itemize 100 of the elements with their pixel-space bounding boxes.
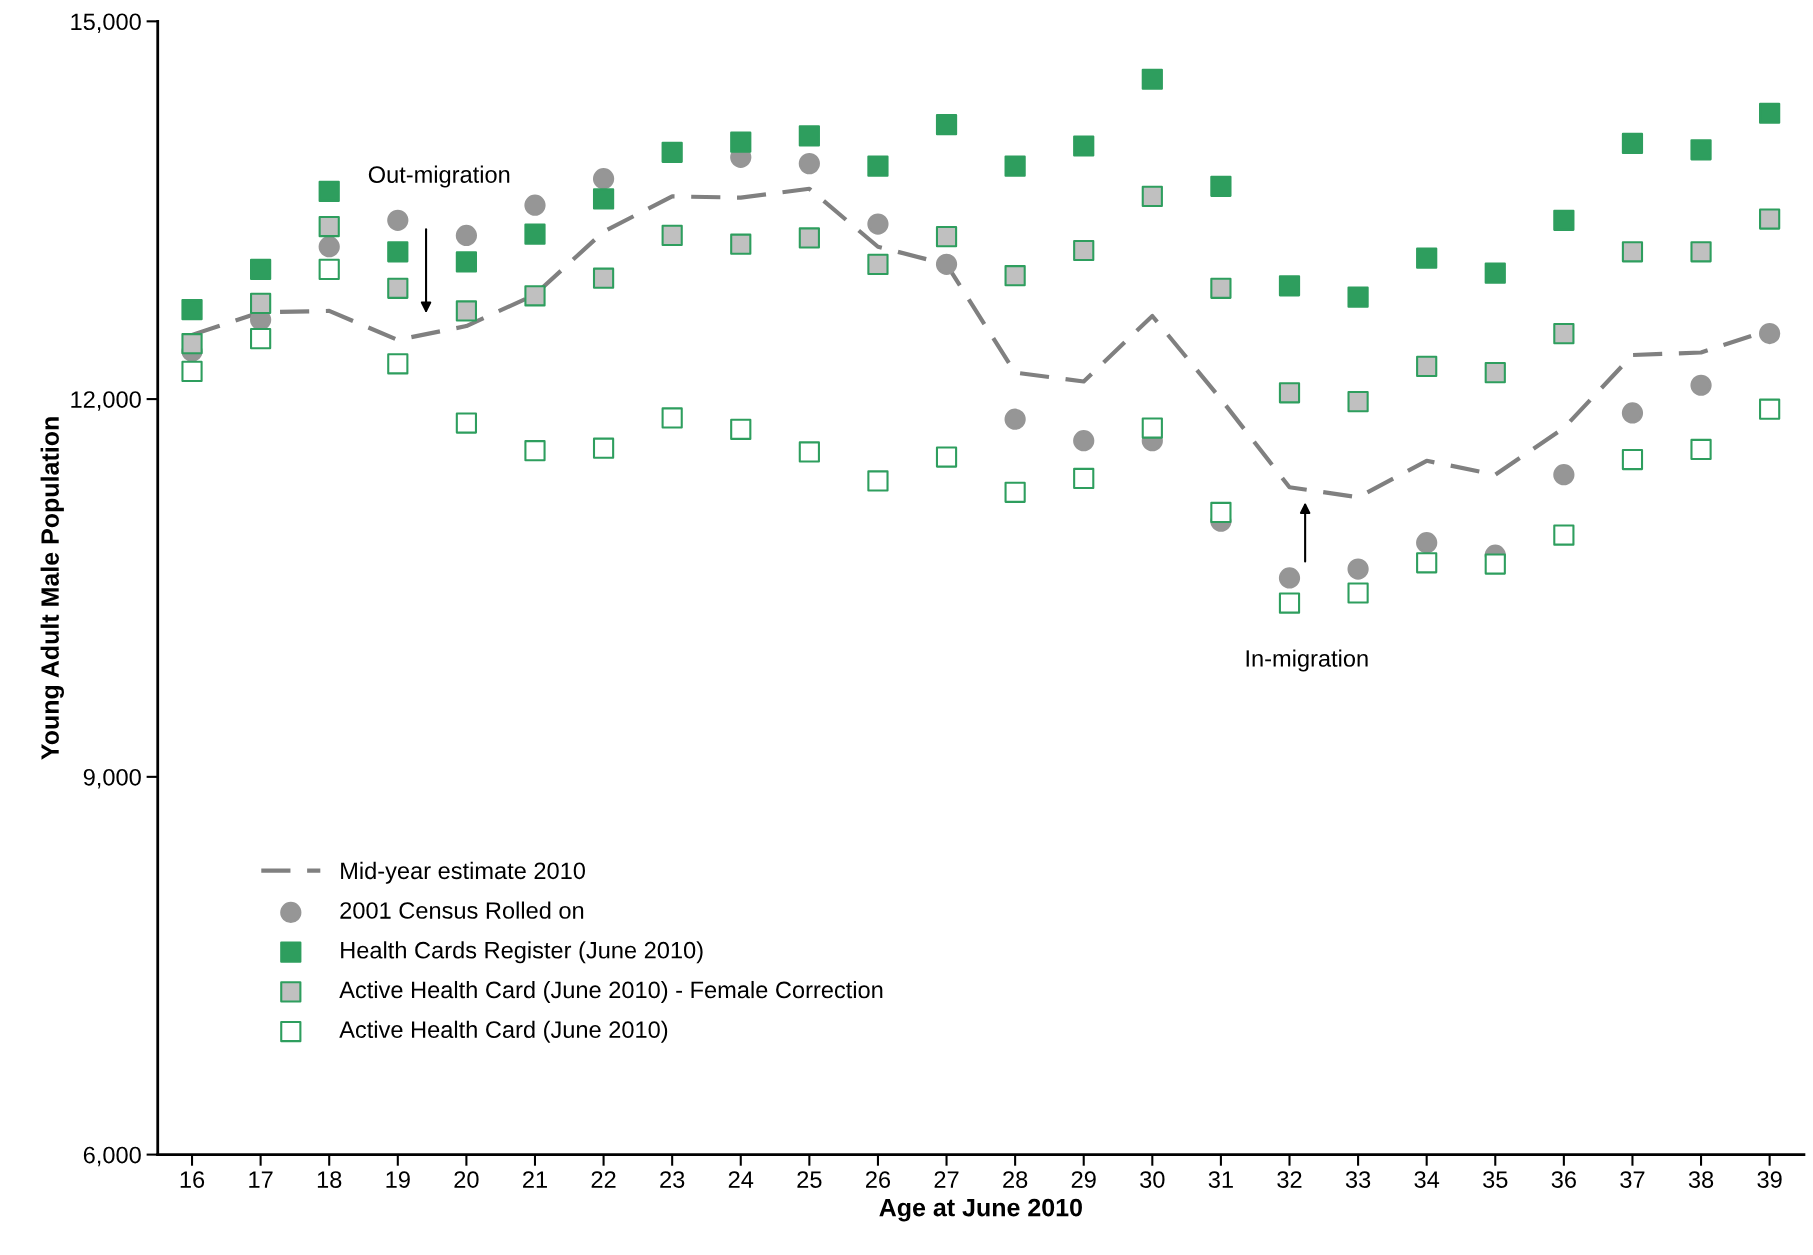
point bbox=[1621, 448, 1644, 471]
point bbox=[798, 441, 820, 463]
point bbox=[798, 153, 820, 175]
point bbox=[867, 253, 889, 275]
point bbox=[1759, 398, 1781, 420]
point bbox=[1347, 582, 1369, 604]
point bbox=[1553, 209, 1575, 231]
point bbox=[524, 194, 546, 216]
point bbox=[1073, 467, 1095, 490]
point bbox=[661, 407, 683, 429]
legend-label: Active Health Card (June 2010) bbox=[339, 1020, 668, 1043]
legend-label: Mid-year estimate 2010 bbox=[341, 861, 585, 884]
point bbox=[1141, 68, 1163, 90]
point bbox=[1759, 208, 1781, 230]
y-tick-label: 12,000 bbox=[71, 391, 141, 411]
annotation: In-migration bbox=[1246, 649, 1368, 672]
point bbox=[1347, 286, 1369, 308]
point bbox=[455, 300, 478, 322]
point bbox=[1416, 355, 1438, 377]
point bbox=[1759, 102, 1781, 124]
point bbox=[1484, 362, 1506, 384]
point bbox=[318, 236, 340, 258]
point bbox=[661, 224, 683, 247]
point bbox=[1347, 391, 1369, 413]
point bbox=[867, 155, 889, 177]
point bbox=[1141, 417, 1163, 439]
point bbox=[1621, 241, 1644, 263]
point bbox=[1759, 323, 1781, 345]
y-axis-title: Young Adult Male Population bbox=[40, 417, 64, 760]
point bbox=[1073, 135, 1095, 157]
x-tick-label: 24 bbox=[728, 1171, 754, 1188]
point bbox=[935, 253, 958, 275]
x-tick-label: 25 bbox=[797, 1171, 822, 1188]
point bbox=[1004, 265, 1026, 287]
point bbox=[524, 223, 546, 245]
x-tick-label: 32 bbox=[1277, 1171, 1302, 1188]
point bbox=[250, 328, 272, 350]
x-tick-label: 39 bbox=[1757, 1171, 1782, 1188]
point bbox=[455, 412, 478, 434]
point bbox=[1416, 552, 1438, 574]
point bbox=[250, 292, 272, 314]
point bbox=[318, 180, 340, 202]
point bbox=[798, 125, 820, 147]
point bbox=[867, 470, 889, 492]
point bbox=[250, 258, 272, 281]
point bbox=[1073, 239, 1095, 262]
x-tick-label: 28 bbox=[1003, 1171, 1028, 1188]
legend-label: Active Health Card (June 2010) - Female Correction bbox=[339, 980, 883, 1003]
legend-label: Health Cards Register (June 2010) bbox=[341, 941, 703, 964]
point bbox=[1210, 277, 1232, 299]
point bbox=[1278, 592, 1301, 614]
point bbox=[592, 437, 615, 459]
point bbox=[318, 258, 340, 281]
x-tick-label: 16 bbox=[180, 1171, 205, 1188]
point bbox=[935, 446, 958, 468]
point bbox=[1278, 567, 1301, 589]
point bbox=[935, 113, 958, 136]
point bbox=[455, 224, 478, 247]
point bbox=[661, 141, 683, 163]
x-tick-label: 17 bbox=[249, 1171, 273, 1188]
point bbox=[1141, 185, 1163, 207]
x-tick-label: 35 bbox=[1483, 1171, 1508, 1188]
x-tick-label: 27 bbox=[934, 1171, 959, 1188]
x-tick-label: 29 bbox=[1071, 1171, 1096, 1188]
point bbox=[1690, 374, 1712, 396]
point bbox=[1553, 524, 1575, 546]
point bbox=[181, 360, 203, 382]
point bbox=[387, 209, 409, 231]
point bbox=[730, 233, 752, 255]
point bbox=[1416, 532, 1438, 554]
x-tick-label: 19 bbox=[386, 1171, 410, 1188]
x-tick-label: 30 bbox=[1140, 1171, 1165, 1188]
point bbox=[524, 440, 546, 462]
point bbox=[1278, 382, 1301, 404]
point bbox=[1004, 481, 1026, 503]
point bbox=[1690, 241, 1712, 263]
point bbox=[1210, 175, 1232, 197]
point bbox=[318, 215, 340, 238]
point bbox=[455, 251, 478, 273]
x-tick-label: 31 bbox=[1208, 1171, 1233, 1188]
point bbox=[1553, 323, 1575, 345]
point bbox=[1484, 262, 1506, 284]
point bbox=[181, 299, 203, 321]
point bbox=[387, 241, 409, 263]
point bbox=[798, 227, 820, 249]
point bbox=[1690, 438, 1712, 461]
point bbox=[1004, 155, 1026, 177]
point bbox=[592, 267, 615, 289]
point bbox=[1484, 553, 1506, 575]
y-tick-label: 15,000 bbox=[71, 13, 141, 33]
point bbox=[592, 188, 615, 210]
point bbox=[935, 226, 958, 248]
legend-label: 2001 Census Rolled on bbox=[340, 901, 584, 919]
point bbox=[1347, 558, 1369, 580]
point bbox=[1621, 402, 1644, 424]
point bbox=[1073, 430, 1095, 452]
x-tick-label: 26 bbox=[866, 1171, 891, 1188]
x-tick-label: 37 bbox=[1620, 1171, 1645, 1188]
y-tick-label: 6,000 bbox=[83, 1146, 141, 1167]
x-tick-label: 22 bbox=[591, 1171, 616, 1188]
